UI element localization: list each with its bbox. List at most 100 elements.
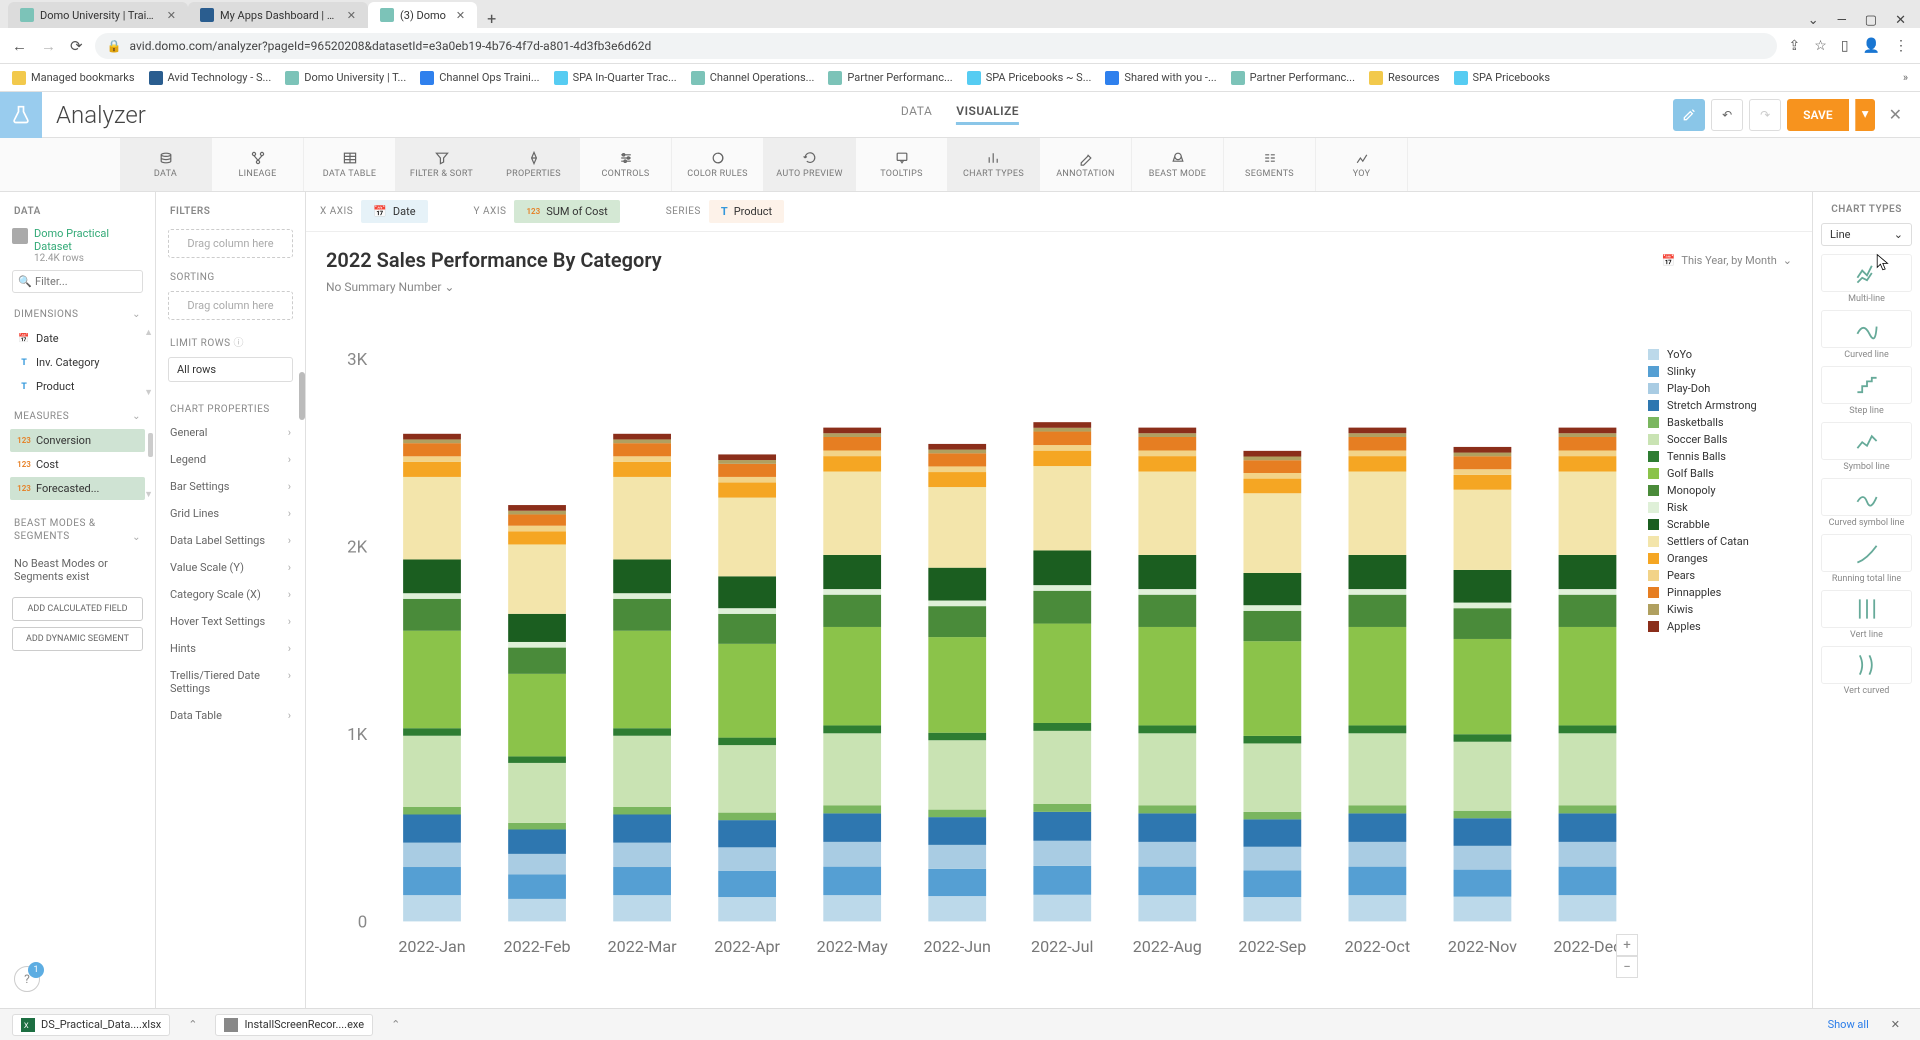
download-item[interactable]: InstallScreenRecor....exe (215, 1014, 373, 1036)
browser-tab[interactable]: Domo University | Training | ELea✕ (8, 2, 188, 28)
ribbon-properties[interactable]: PROPERTIES (488, 138, 580, 191)
chevron-up-icon[interactable]: ⌃ (184, 1018, 201, 1031)
ribbon-controls[interactable]: CONTROLS (580, 138, 672, 191)
undo-icon[interactable]: ↶ (1711, 99, 1743, 131)
legend-item[interactable]: Monopoly (1648, 482, 1792, 499)
ribbon-lineage[interactable]: LINEAGE (212, 138, 304, 191)
chevron-down-icon[interactable]: ⌄ (132, 309, 141, 320)
legend-item[interactable]: Kiwis (1648, 601, 1792, 618)
minimize-icon[interactable]: ― (1837, 13, 1847, 28)
chart-property-item[interactable]: Trellis/Tiered Date Settings› (156, 662, 305, 702)
chart-property-item[interactable]: Bar Settings› (156, 473, 305, 500)
save-button[interactable]: SAVE (1787, 99, 1848, 131)
limit-rows-value[interactable]: All rows (168, 357, 293, 382)
bookmark-item[interactable]: Managed bookmarks (12, 71, 135, 85)
close-window-icon[interactable]: ✕ (1895, 13, 1906, 28)
chart-property-item[interactable]: Data Table› (156, 702, 305, 729)
measure-pill[interactable]: 123Conversion (10, 429, 145, 452)
ribbon-chart-types[interactable]: CHART TYPES (948, 138, 1040, 191)
reload-icon[interactable]: ⟳ (70, 37, 83, 55)
chart-property-item[interactable]: General› (156, 419, 305, 446)
x-axis-chip[interactable]: 📅Date (361, 200, 427, 223)
zoom-out-button[interactable]: − (1616, 956, 1638, 978)
forward-icon[interactable]: → (41, 37, 56, 55)
ribbon-tooltips[interactable]: TOOLTIPS (856, 138, 948, 191)
redo-icon[interactable]: ↷ (1749, 99, 1781, 131)
maximize-icon[interactable]: ▢ (1865, 13, 1877, 28)
tools-icon[interactable] (1673, 99, 1705, 131)
dataset-row[interactable]: Domo Practical Dataset 12.4K rows (0, 225, 155, 266)
summary-number-selector[interactable]: No Summary Number ⌄ (306, 276, 1812, 306)
share-icon[interactable]: ⇪ (1789, 38, 1801, 54)
browser-tab[interactable]: (3) Domo✕ (368, 2, 477, 28)
legend-item[interactable]: Golf Balls (1648, 465, 1792, 482)
scrollbar-handle[interactable] (299, 372, 305, 420)
dimension-pill[interactable]: TProduct (10, 375, 145, 398)
add-calculated-field-button[interactable]: ADD CALCULATED FIELD (12, 597, 143, 621)
close-downloads-icon[interactable]: ✕ (1883, 1018, 1908, 1031)
bookmark-item[interactable]: Channel Operations... (691, 71, 815, 85)
chevron-down-icon[interactable]: ⌄ (132, 411, 141, 422)
bookmark-item[interactable]: Avid Technology - S... (149, 71, 272, 85)
close-tab-icon[interactable]: ✕ (452, 9, 465, 22)
ribbon-data[interactable]: DATA (120, 138, 212, 191)
bookmark-item[interactable]: Domo University | T... (285, 71, 406, 85)
bookmark-item[interactable]: SPA In-Quarter Trac... (554, 71, 677, 85)
ribbon-segments[interactable]: SEGMENTS (1224, 138, 1316, 191)
chart-property-item[interactable]: Legend› (156, 446, 305, 473)
bookmark-item[interactable]: Resources (1369, 71, 1440, 85)
profile-icon[interactable]: 👤 (1863, 38, 1880, 54)
legend-item[interactable]: Slinky (1648, 363, 1792, 380)
chart-type-option[interactable] (1821, 590, 1912, 628)
legend-item[interactable]: Scrabble (1648, 516, 1792, 533)
bookmark-item[interactable]: SPA Pricebooks ~ S... (967, 71, 1092, 85)
close-analyzer-icon[interactable]: ✕ (1881, 105, 1910, 124)
ribbon-beast-mode[interactable]: BEAST MODE (1132, 138, 1224, 191)
bookmark-item[interactable]: Shared with you -... (1105, 71, 1216, 85)
legend-item[interactable]: Risk (1648, 499, 1792, 516)
chart-type-option[interactable] (1821, 646, 1912, 684)
ribbon-data-table[interactable]: DATA TABLE (304, 138, 396, 191)
legend-item[interactable]: Oranges (1648, 550, 1792, 567)
measure-pill[interactable]: 123Forecasted... (10, 477, 145, 500)
chart-type-option[interactable] (1821, 534, 1912, 572)
bookmark-item[interactable]: Partner Performanc... (1231, 71, 1355, 85)
chart-type-option[interactable] (1821, 422, 1912, 460)
chart-property-item[interactable]: Grid Lines› (156, 500, 305, 527)
close-tab-icon[interactable]: ✕ (343, 9, 356, 22)
chart-type-option[interactable] (1821, 478, 1912, 516)
measure-pill[interactable]: 123Cost (10, 453, 145, 476)
chart-type-option[interactable] (1821, 310, 1912, 348)
show-all-downloads[interactable]: Show all (1828, 1018, 1869, 1031)
chart-property-item[interactable]: Value Scale (Y)› (156, 554, 305, 581)
sorting-dropzone[interactable]: Drag column here (168, 291, 293, 320)
kebab-icon[interactable]: ⋮ (1894, 38, 1908, 54)
legend-item[interactable]: Basketballs (1648, 414, 1792, 431)
y-axis-chip[interactable]: 123SUM of Cost (514, 200, 619, 223)
download-item[interactable]: X DS_Practical_Data....xlsx (12, 1014, 170, 1036)
add-dynamic-segment-button[interactable]: ADD DYNAMIC SEGMENT (12, 627, 143, 651)
legend-item[interactable]: Pears (1648, 567, 1792, 584)
tab-visualize[interactable]: VISUALIZE (956, 104, 1019, 125)
bookmark-item[interactable]: Channel Ops Traini... (420, 71, 539, 85)
legend-item[interactable]: Play-Doh (1648, 380, 1792, 397)
chevron-up-icon[interactable]: ⌃ (387, 1018, 404, 1031)
chart-type-option[interactable] (1821, 366, 1912, 404)
ribbon-filter-sort[interactable]: FILTER & SORT (396, 138, 488, 191)
chart-property-item[interactable]: Category Scale (X)› (156, 581, 305, 608)
series-chip[interactable]: TProduct (709, 200, 784, 223)
dimension-pill[interactable]: TInv. Category (10, 351, 145, 374)
bookmark-item[interactable]: Partner Performanc... (828, 71, 952, 85)
new-tab-button[interactable]: + (477, 9, 506, 28)
zoom-in-button[interactable]: + (1616, 934, 1638, 956)
dimension-pill[interactable]: 📅Date (10, 327, 145, 350)
panel-icon[interactable]: ▯ (1841, 38, 1849, 54)
url-input[interactable]: 🔒 avid.domo.com/analyzer?pageId=96520208… (95, 33, 1777, 59)
chart-type-option[interactable] (1821, 254, 1912, 292)
legend-item[interactable]: Tennis Balls (1648, 448, 1792, 465)
filters-dropzone[interactable]: Drag column here (168, 229, 293, 258)
bookmark-overflow-icon[interactable]: » (1903, 71, 1908, 84)
chevron-down-icon[interactable]: ⌄ (132, 532, 141, 543)
close-tab-icon[interactable]: ✕ (163, 9, 176, 22)
browser-tab[interactable]: My Apps Dashboard | Avid Techn✕ (188, 2, 368, 28)
